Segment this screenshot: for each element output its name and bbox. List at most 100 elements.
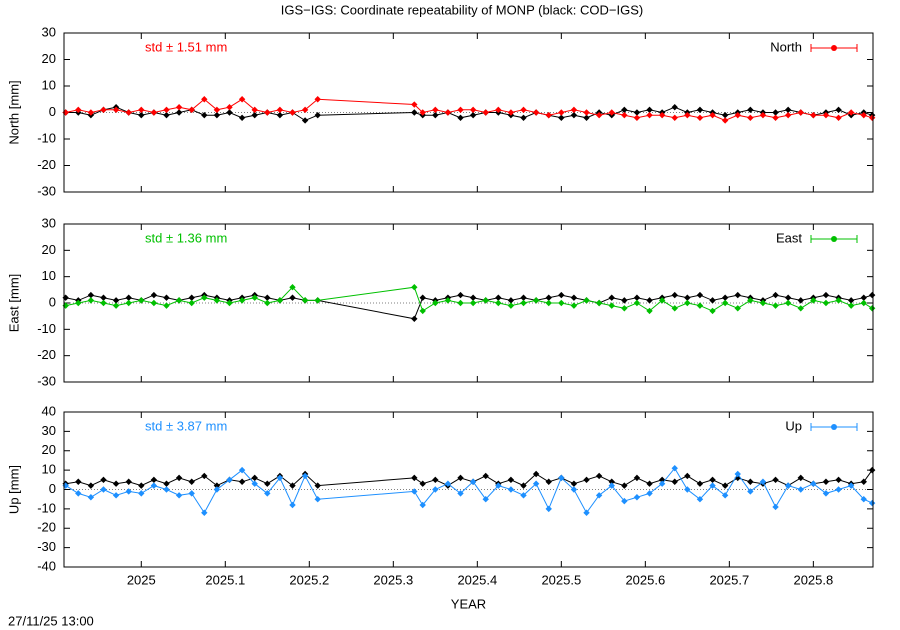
data-point: [868, 305, 876, 312]
data-point: [419, 307, 426, 315]
data-point: [495, 299, 502, 307]
data-point: [251, 294, 258, 301]
x-tick-label: 2025.1: [205, 572, 245, 587]
data-point: [558, 114, 565, 121]
data-point: [238, 466, 246, 474]
data-point: [87, 482, 95, 489]
data-point: [213, 111, 221, 119]
data-point: [696, 480, 704, 487]
data-point: [646, 307, 653, 315]
data-point: [721, 299, 729, 307]
y-tick-label: -40: [37, 558, 56, 573]
data-point: [482, 109, 489, 116]
data-point: [684, 472, 691, 480]
data-point: [570, 106, 578, 114]
data-point: [251, 106, 258, 114]
x-tick-label: 2025.2: [289, 572, 329, 587]
data-point: [289, 482, 296, 489]
data-point: [175, 104, 183, 111]
data-point: [289, 501, 296, 509]
data-point: [188, 294, 195, 301]
data-point: [419, 109, 426, 116]
data-point: [784, 106, 792, 114]
data-point: [797, 109, 804, 116]
data-point: [432, 299, 439, 307]
data-point: [784, 111, 792, 119]
data-point: [646, 297, 653, 304]
data-point: [658, 297, 666, 304]
data-point: [163, 486, 170, 493]
x-tick-label: 2025: [127, 572, 156, 587]
data-point: [671, 305, 678, 312]
data-point: [532, 480, 540, 487]
data-point: [507, 109, 515, 116]
y-tick-label: 10: [42, 462, 56, 477]
data-point: [213, 486, 221, 493]
data-point: [822, 291, 830, 299]
data-point: [163, 294, 170, 301]
data-point: [457, 291, 464, 299]
data-point: [747, 478, 754, 485]
data-point: [860, 299, 867, 307]
data-point: [201, 111, 208, 119]
y-tick-label: 20: [42, 442, 56, 457]
data-point: [570, 486, 578, 493]
data-point: [520, 492, 527, 499]
data-point: [860, 111, 867, 119]
data-point: [595, 472, 603, 480]
data-point: [75, 478, 82, 485]
legend-label: East: [776, 230, 802, 245]
plot-frame: [63, 411, 874, 568]
data-point: [520, 299, 527, 307]
data-point: [847, 482, 855, 489]
data-point: [734, 470, 741, 478]
data-point: [797, 486, 804, 493]
data-point: [112, 492, 120, 499]
data-point: [545, 299, 552, 307]
y-tick-label: -30: [37, 539, 56, 554]
data-point: [238, 96, 246, 103]
data-point: [583, 114, 590, 121]
data-point: [721, 482, 729, 489]
y-tick-label: 20: [42, 242, 56, 257]
data-point: [469, 106, 477, 114]
data-point: [100, 476, 107, 484]
data-point: [175, 492, 183, 499]
data-point: [520, 114, 527, 121]
data-point: [810, 480, 817, 487]
data-point: [125, 109, 132, 116]
data-point: [696, 302, 704, 309]
data-point: [633, 114, 641, 121]
y-tick-label: 0: [49, 294, 56, 309]
data-point: [411, 488, 418, 495]
chart-title: IGS−IGS: Coordinate repeatability of MON…: [281, 2, 643, 17]
legend-symbol: [831, 424, 837, 430]
data-point: [301, 117, 309, 124]
x-tick-label: 2025.7: [709, 572, 749, 587]
data-point: [188, 490, 195, 497]
y-axis-label: Up [mm]: [6, 465, 21, 514]
data-point: [570, 294, 578, 301]
data-point: [797, 297, 804, 304]
data-point: [747, 488, 754, 495]
data-point: [696, 291, 704, 299]
data-point: [784, 294, 792, 301]
data-point: [264, 480, 271, 487]
y-tick-label: -10: [37, 321, 56, 336]
data-point: [150, 291, 158, 299]
data-point: [138, 482, 145, 489]
data-point: [100, 294, 107, 301]
data-point: [671, 114, 678, 121]
data-point: [532, 470, 540, 478]
data-point: [520, 482, 527, 489]
data-point: [709, 111, 716, 119]
data-point: [646, 480, 653, 487]
y-tick-label: -30: [37, 373, 56, 388]
data-point: [545, 111, 552, 119]
data-point: [411, 284, 418, 291]
y-tick-label: 40: [42, 403, 56, 418]
data-point: [125, 299, 132, 307]
data-point: [583, 109, 590, 116]
legend-symbol: [831, 45, 837, 51]
data-point: [747, 297, 754, 304]
